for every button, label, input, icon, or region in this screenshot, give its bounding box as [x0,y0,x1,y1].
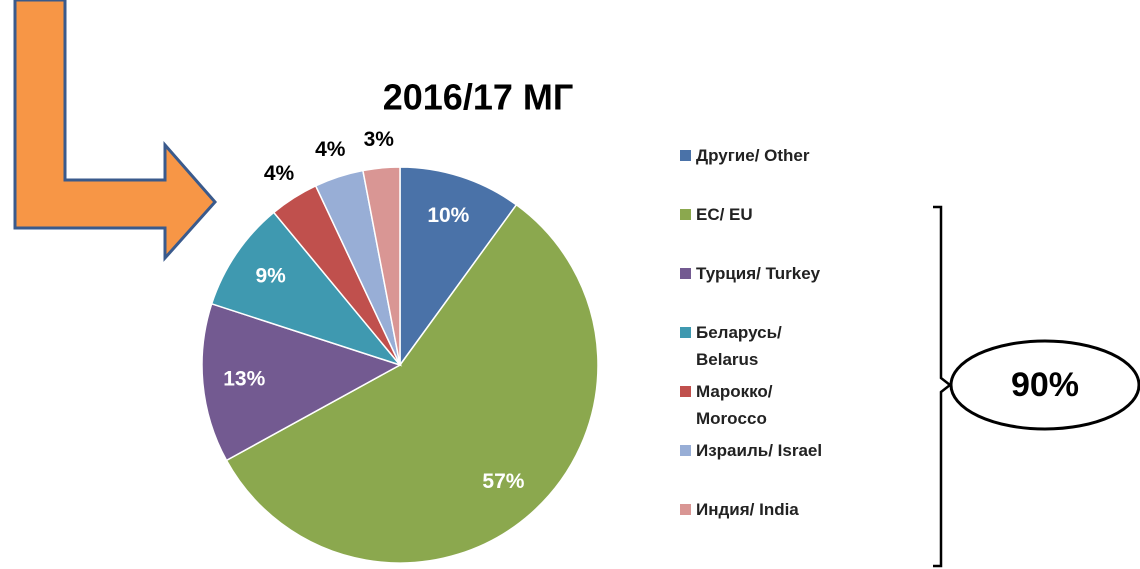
bracket [933,205,953,568]
legend-swatch [680,386,691,397]
pie-slice [225,203,599,564]
legend-entry: Турция/ Turkey [680,260,826,287]
legend-label: Турция/ Turkey [696,264,821,283]
legend-entry: Индия/ India [680,496,826,523]
data-label: 9% [255,265,286,288]
data-label: 10% [427,204,469,227]
legend-swatch [680,150,691,161]
data-label: 4% [264,162,295,185]
legend-label: Беларусь/ Belarus [696,323,782,369]
data-label: 4% [315,138,346,161]
legend-entry: Другие/ Other [680,142,826,169]
data-label: 57% [482,470,524,493]
legend-entry: Израиль/ Israel [680,437,826,464]
pie-slice [210,211,403,367]
legend-swatch [680,445,691,456]
legend-label: ЕС/ EU [696,205,753,224]
legend-label: Израиль/ Israel [696,441,823,460]
legend-entry: ЕС/ EU [680,201,826,228]
arrow [13,0,218,262]
legend-entry: Марокко/ Morocco [680,378,826,432]
legend-swatch [680,327,691,338]
legend-swatch [680,209,691,220]
pie-slice [201,302,402,462]
legend-label: Марокко/ Morocco [696,382,773,428]
legend-entry: Беларусь/ Belarus [680,319,826,373]
legend-label: Индия/ India [696,500,799,519]
legend-label: Другие/ Other [696,146,810,165]
data-label: 13% [223,367,265,390]
chart-title: 2016/17 МГ [383,77,574,118]
legend-swatch [680,504,691,515]
annotation-ellipse [949,339,1140,431]
legend-swatch [680,268,691,279]
data-label: 3% [364,128,395,151]
pie-slice [399,166,518,368]
annotation: 90% [1011,366,1079,404]
pie-slice [362,166,401,366]
